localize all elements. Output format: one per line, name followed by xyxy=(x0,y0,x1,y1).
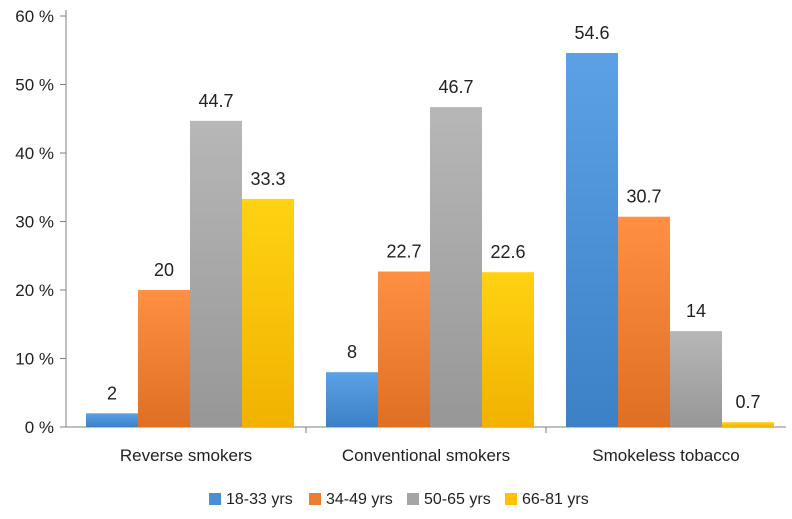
legend-label: 50-65 yrs xyxy=(424,491,491,508)
bar xyxy=(378,271,430,427)
data-label: 30.7 xyxy=(626,187,661,207)
bar xyxy=(86,413,138,427)
data-label: 14 xyxy=(686,301,706,321)
bar xyxy=(670,331,722,427)
legend-swatch xyxy=(309,493,321,505)
x-category-label: Conventional smokers xyxy=(342,446,510,465)
data-label: 20 xyxy=(154,260,174,280)
legend-item: 34-49 yrs xyxy=(309,491,393,508)
data-labels-layer: 2 20 44.7 33.3 8 22.7 46.7 22.6 54.6 30.7 14 0.7 xyxy=(107,23,761,412)
bar xyxy=(722,422,774,427)
data-label: 22.7 xyxy=(386,242,421,262)
legend-swatch xyxy=(505,493,517,505)
bar xyxy=(482,272,534,427)
plot-area: 0 % 10 % 20 % 30 % 40 % 50 % 60 % Reverse smoke… xyxy=(15,7,786,465)
y-tick-label: 40 % xyxy=(15,144,54,163)
bars-layer xyxy=(86,52,774,428)
y-tick-label: 30 % xyxy=(15,213,54,232)
x-category-label: Reverse smokers xyxy=(120,446,252,465)
legend-item: 50-65 yrs xyxy=(407,491,491,508)
data-label: 8 xyxy=(347,342,357,362)
legend-swatch xyxy=(209,493,221,505)
bar xyxy=(566,52,618,428)
bar xyxy=(138,290,190,427)
legend-label: 34-49 yrs xyxy=(326,491,393,508)
data-label: 46.7 xyxy=(438,77,473,97)
data-label: 44.7 xyxy=(198,91,233,111)
legend-label: 66-81 yrs xyxy=(522,491,589,508)
legend-label: 18-33 yrs xyxy=(226,491,293,508)
data-label: 33.3 xyxy=(250,169,285,189)
bar xyxy=(326,372,378,427)
bar xyxy=(190,120,242,428)
y-tick-label: 20 % xyxy=(15,281,54,300)
y-tick-label: 0 % xyxy=(25,418,54,437)
y-tick-label: 50 % xyxy=(15,76,54,95)
data-label: 22.6 xyxy=(490,242,525,262)
data-label: 54.6 xyxy=(574,23,609,43)
legend: 18-33 yrs 34-49 yrs 50-65 yrs 66-81 yrs xyxy=(209,491,589,508)
y-tick-label: 10 % xyxy=(15,350,54,369)
data-label: 0.7 xyxy=(735,392,760,412)
legend-item: 66-81 yrs xyxy=(505,491,589,508)
x-category-label: Smokeless tobacco xyxy=(592,446,739,465)
bar xyxy=(242,198,294,427)
bar xyxy=(618,216,670,427)
data-label: 2 xyxy=(107,383,117,403)
y-tick-label: 60 % xyxy=(15,7,54,26)
legend-swatch xyxy=(407,493,419,505)
legend-item: 18-33 yrs xyxy=(209,491,293,508)
bar xyxy=(430,107,482,427)
